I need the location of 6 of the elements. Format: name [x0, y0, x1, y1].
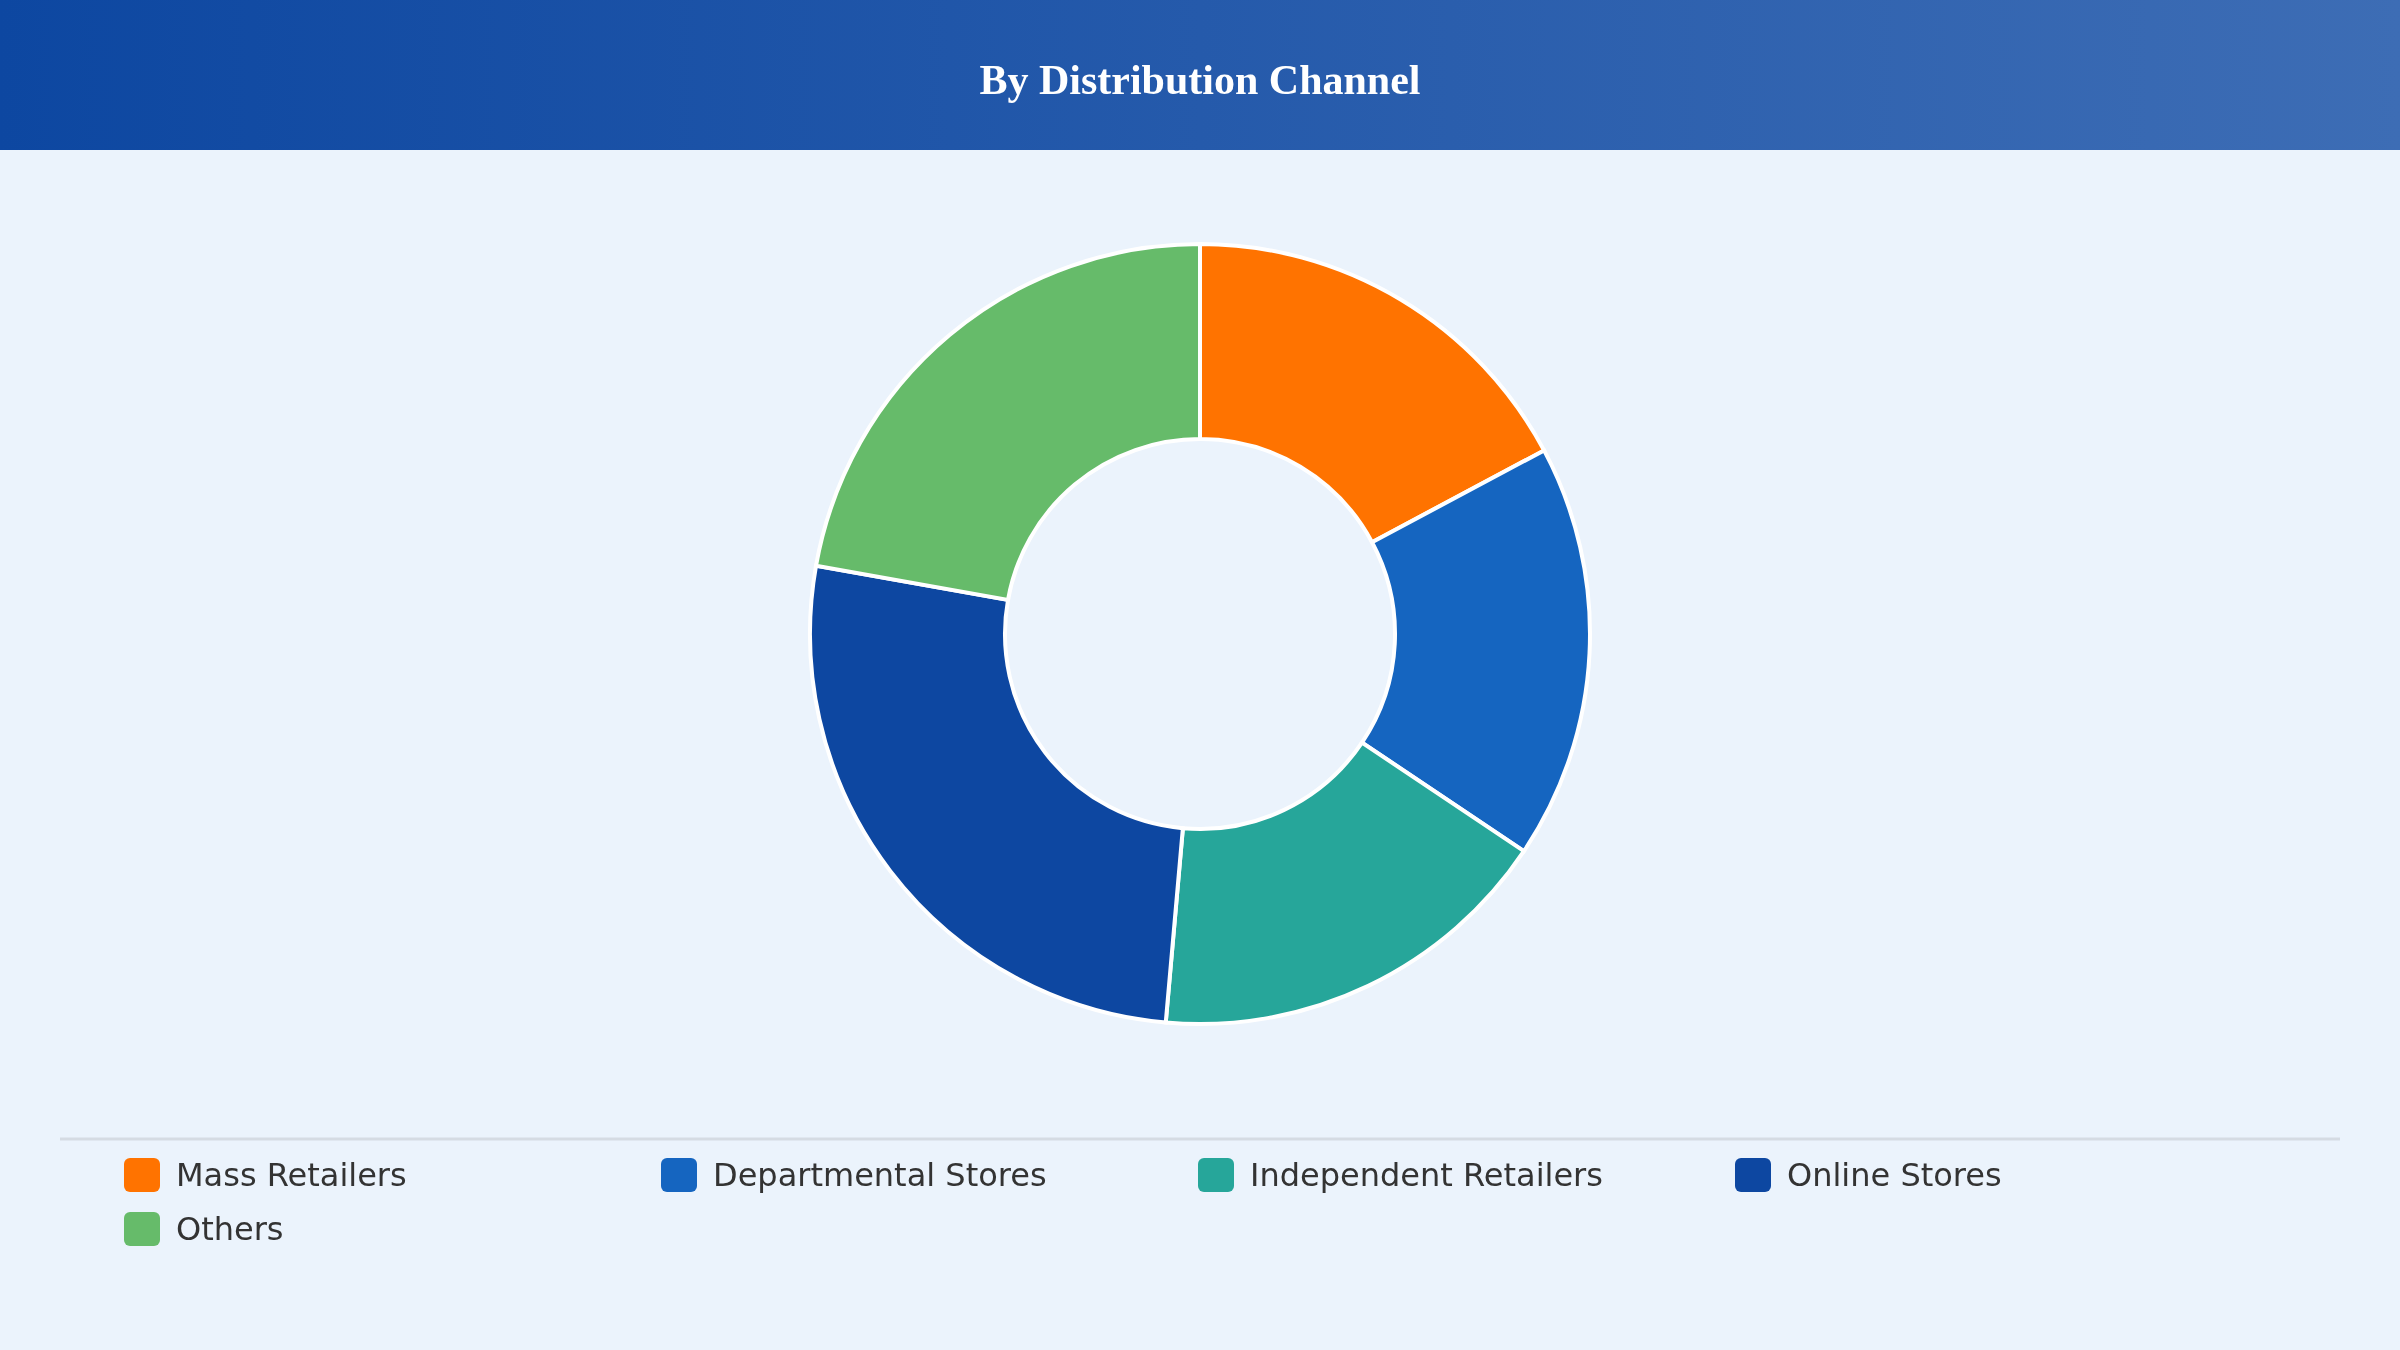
legend-label: Independent Retailers — [1250, 1156, 1603, 1194]
legend-label: Departmental Stores — [713, 1156, 1047, 1194]
legend-label: Others — [176, 1210, 284, 1248]
chart-title: By Distribution Channel — [979, 57, 1421, 103]
legend-label: Mass Retailers — [176, 1156, 407, 1194]
legend-label: Online Stores — [1787, 1156, 2002, 1194]
